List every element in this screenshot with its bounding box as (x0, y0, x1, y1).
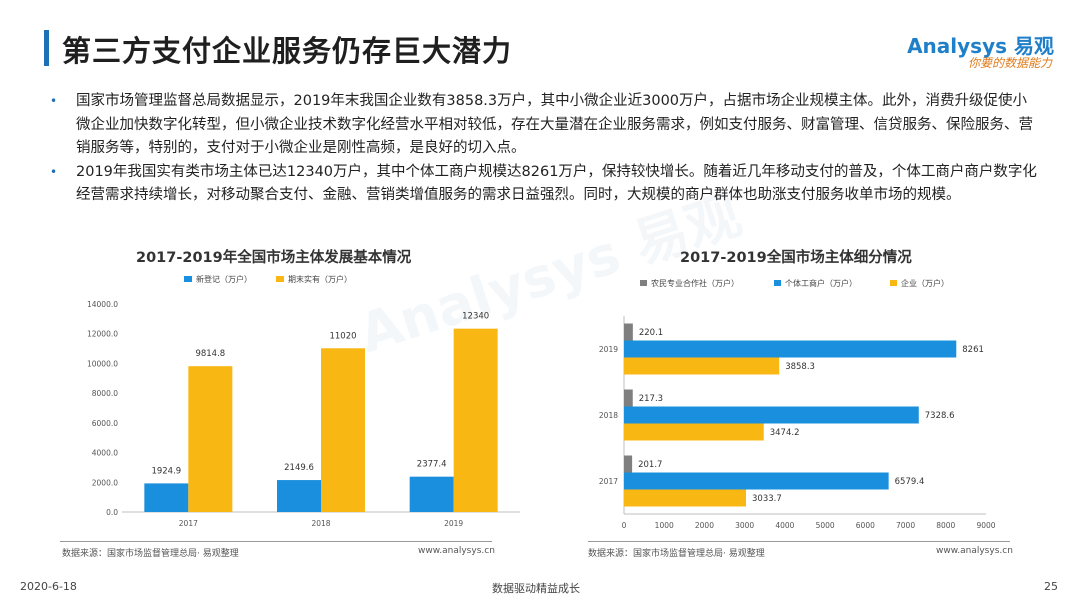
data-label: 3474.2 (770, 428, 800, 438)
bullet-text: 2019年我国实有类市场主体已达12340万户，其中个体工商户规模达8261万户… (76, 163, 1037, 204)
title-accent-bar (44, 30, 49, 66)
x-tick-label: 0 (622, 521, 627, 530)
x-tick-label: 2019 (444, 519, 463, 528)
data-label: 7328.6 (925, 411, 955, 421)
bar (624, 423, 764, 441)
bar (624, 455, 633, 473)
footer-center: 数据驱动精益成长 (492, 582, 580, 595)
data-label: 8261 (962, 345, 984, 355)
y-tick-label: 12000.0 (87, 330, 118, 339)
y-tick-label: 10000.0 (87, 359, 118, 368)
data-label: 201.7 (638, 460, 662, 470)
bullet-item: • 2019年我国实有类市场主体已达12340万户，其中个体工商户规模达8261… (48, 161, 1038, 208)
chart2-source-url: www.analysys.cn (936, 546, 1013, 556)
legend-label-2: 企业（万户） (901, 278, 949, 288)
legend-swatch-0 (184, 276, 192, 282)
chart1-source-divider (60, 541, 492, 542)
y-tick-label: 2019 (599, 345, 618, 354)
data-label: 217.3 (639, 394, 663, 404)
legend-swatch-1 (276, 276, 284, 282)
x-tick-label: 8000 (936, 521, 955, 530)
footer-page-number: 25 (1044, 580, 1058, 593)
bullet-list: • 国家市场管理监督总局数据显示，2019年末我国企业数有3858.3万户，其中… (48, 90, 1038, 208)
y-tick-label: 2000.0 (92, 478, 118, 487)
data-label: 6579.4 (895, 477, 925, 487)
chart1-source-url: www.analysys.cn (418, 546, 495, 556)
bar (321, 348, 365, 512)
x-tick-label: 6000 (856, 521, 875, 530)
legend-label-0: 新登记（万户） (196, 274, 252, 284)
bar (624, 389, 633, 407)
chart1-title: 2017-2019年全国市场主体发展基本情况 (136, 250, 412, 266)
bullet-item: • 国家市场管理监督总局数据显示，2019年末我国企业数有3858.3万户，其中… (48, 90, 1038, 161)
logo-slogan-text: 你要的数据能力 (967, 56, 1052, 70)
chart2-svg: 农民专业合作社（万户） 个体工商户（万户） 企业（万户） 0 1000 2000 3000 4… (599, 278, 996, 530)
data-label: 220.1 (639, 328, 663, 338)
y-tick-label: 8000.0 (92, 389, 118, 398)
logo-brand-text: Analysys 易观 (907, 34, 1054, 58)
bullet-text: 国家市场管理监督总局数据显示，2019年末我国企业数有3858.3万户，其中小微… (76, 93, 1033, 156)
legend-swatch-1 (774, 280, 781, 286)
bar (624, 472, 889, 490)
x-tick-label: 2018 (311, 519, 330, 528)
bar (624, 406, 919, 424)
data-label: 1924.9 (151, 466, 181, 476)
x-tick-label: 4000 (775, 521, 794, 530)
bar (624, 357, 780, 375)
y-tick-label: 0.0 (106, 508, 118, 517)
chart1-svg: 新登记（万户） 期末实有（万户） 0.0 2000.0 4000.0 6000.0 8000… (87, 274, 520, 528)
bar (409, 476, 454, 512)
data-label: 11020 (329, 331, 356, 341)
bar (624, 340, 957, 358)
legend-swatch-2 (890, 280, 897, 286)
chart2-source: 数据来源：国家市场监督管理总局· 易观整理 (588, 549, 765, 559)
bullet-dot-icon: • (50, 94, 58, 108)
data-label: 3033.7 (752, 494, 782, 504)
data-label: 2377.4 (417, 460, 447, 470)
y-tick-label: 2018 (599, 411, 618, 420)
x-tick-label: 2017 (179, 519, 198, 528)
legend-swatch-0 (640, 280, 647, 286)
bar (624, 323, 633, 341)
data-label: 3858.3 (785, 362, 815, 372)
page-title: 第三方支付企业服务仍存巨大潜力 (62, 34, 513, 68)
chart1-source: 数据来源：国家市场监督管理总局· 易观整理 (62, 549, 239, 559)
y-tick-label: 14000.0 (87, 300, 118, 309)
x-tick-label: 1000 (655, 521, 674, 530)
brand-logo: Analysys 易观 你要的数据能力 (907, 30, 1054, 72)
data-label: 12340 (462, 312, 489, 322)
chart2-title: 2017-2019全国市场主体细分情况 (680, 250, 912, 266)
y-tick-label: 2017 (599, 477, 618, 486)
x-tick-label: 2000 (695, 521, 714, 530)
data-label: 2149.6 (284, 463, 314, 473)
chart2-source-divider (588, 541, 1010, 542)
x-tick-label: 7000 (896, 521, 915, 530)
bar (144, 483, 189, 512)
y-tick-label: 6000.0 (92, 419, 118, 428)
bar (624, 489, 747, 507)
legend-label-1: 期末实有（万户） (288, 274, 352, 284)
footer-date: 2020-6-18 (20, 580, 77, 593)
bar (277, 480, 321, 512)
legend-label-0: 农民专业合作社（万户） (651, 278, 739, 288)
bar (188, 366, 233, 512)
x-tick-label: 5000 (816, 521, 835, 530)
data-label: 9814.8 (195, 349, 225, 359)
x-tick-label: 9000 (976, 521, 995, 530)
bullet-dot-icon: • (50, 164, 58, 179)
x-tick-label: 3000 (735, 521, 754, 530)
legend-label-1: 个体工商户（万户） (785, 278, 857, 288)
bar (453, 328, 498, 512)
y-tick-label: 4000.0 (92, 449, 118, 458)
